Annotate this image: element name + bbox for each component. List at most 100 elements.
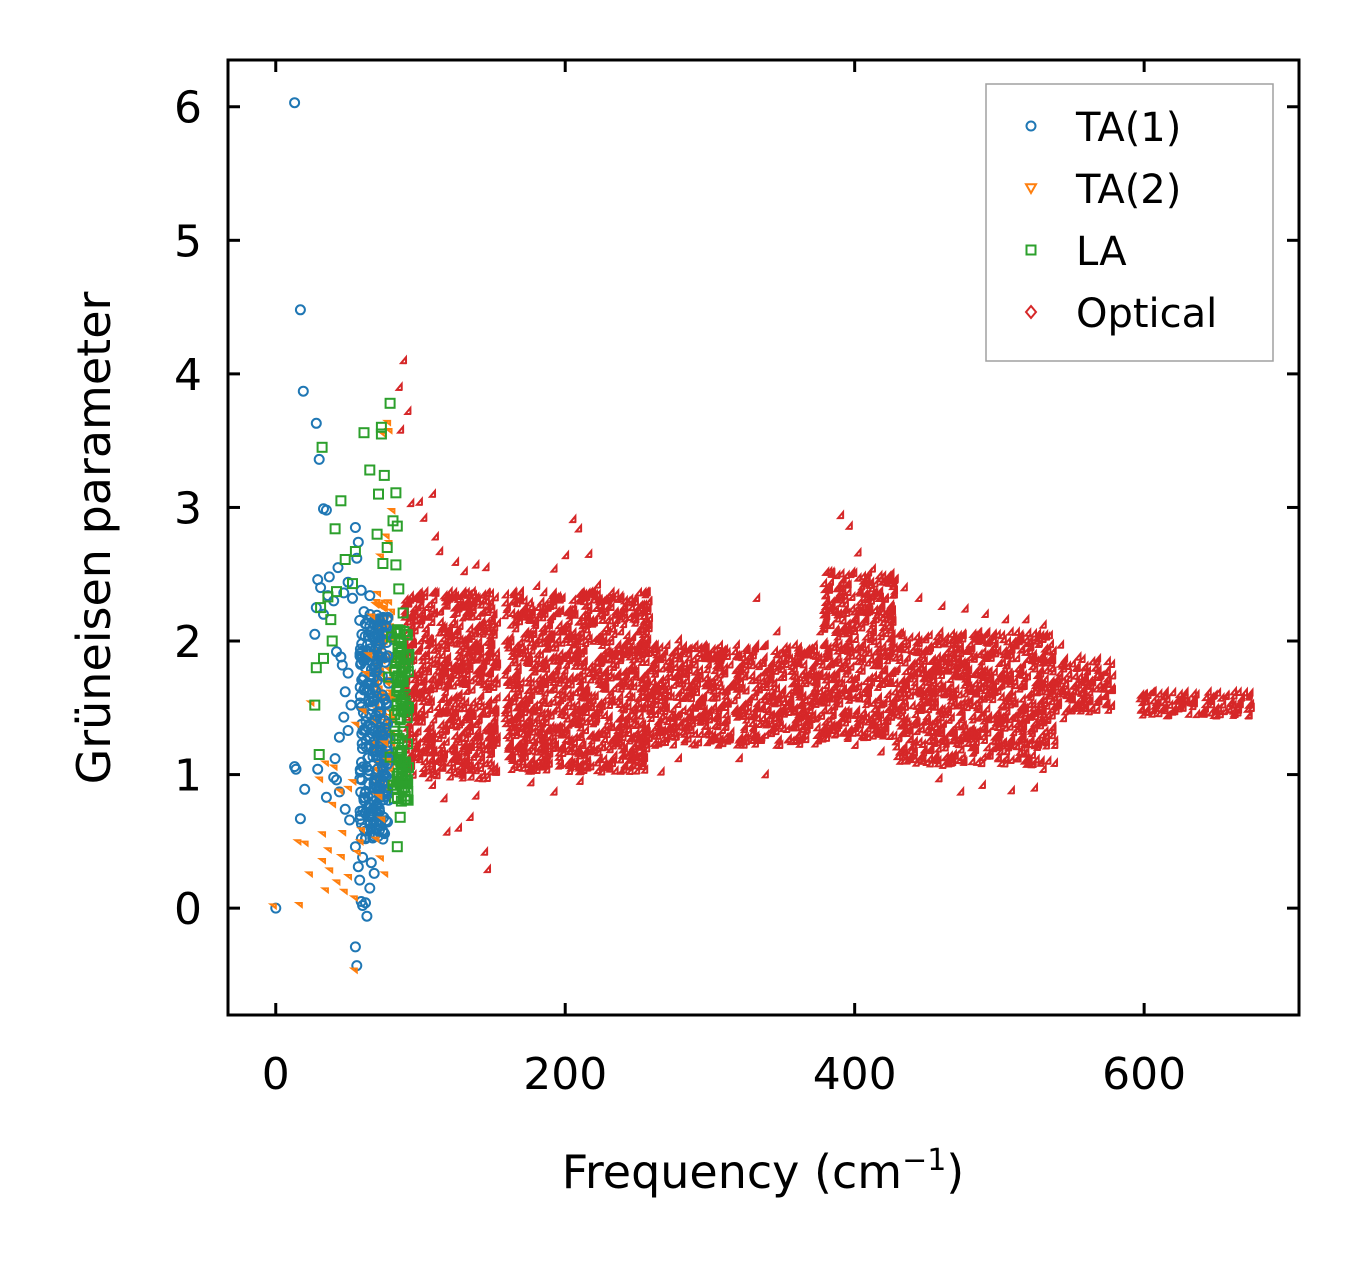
point-optical-19 <box>468 814 473 820</box>
point-optical-fill <box>474 623 479 629</box>
point-optical-fill <box>438 722 443 728</box>
point-optical-8 <box>433 534 438 540</box>
point-optical-fill <box>762 693 767 699</box>
point-ta1-43 <box>341 805 350 814</box>
point-optical-90 <box>552 789 557 795</box>
point-optical-62 <box>1041 622 1046 628</box>
point-ta2-7 <box>326 848 331 852</box>
density-band-optical-2 <box>647 642 825 748</box>
point-optical-44 <box>734 642 739 648</box>
point-optical-fill <box>975 759 980 765</box>
point-la-29 <box>394 584 403 593</box>
point-la-15 <box>360 428 369 437</box>
point-ta2-5 <box>320 859 325 863</box>
point-optical-55 <box>902 584 907 590</box>
point-optical-fill <box>1206 689 1211 695</box>
point-ta2-22 <box>346 787 351 791</box>
point-optical-5 <box>417 499 422 505</box>
point-optical-fill <box>1173 698 1178 704</box>
point-optical-fill <box>671 742 676 748</box>
point-optical-46 <box>774 628 779 634</box>
point-la-21 <box>386 399 395 408</box>
point-optical-fill <box>451 611 456 617</box>
point-optical-fill <box>1025 655 1030 661</box>
point-optical-fill <box>688 704 693 710</box>
point-optical-fill <box>1048 641 1053 647</box>
point-ta2-38 <box>387 429 392 433</box>
point-la-17 <box>374 490 383 499</box>
point-optical-1 <box>397 384 402 390</box>
point-la-12 <box>341 555 350 564</box>
point-optical-85 <box>676 755 681 761</box>
point-optical-fill <box>709 694 714 700</box>
point-optical-fill <box>658 677 663 683</box>
point-optical-fill <box>985 744 990 750</box>
point-optical-fill <box>786 736 791 742</box>
point-optical-fill <box>831 684 836 690</box>
point-la-8 <box>336 496 345 505</box>
point-optical-fill <box>1033 679 1038 685</box>
point-ta2-33 <box>375 592 380 596</box>
point-la-16 <box>365 466 374 475</box>
point-optical-fill <box>997 660 1002 666</box>
point-optical-fill <box>484 725 489 731</box>
point-optical-fill <box>603 668 608 674</box>
point-optical-fill <box>915 728 920 734</box>
point-optical-fill <box>567 647 572 653</box>
x-tick-label: 0 <box>262 1049 290 1100</box>
point-optical-39 <box>618 628 623 634</box>
point-optical-69 <box>1061 715 1066 721</box>
point-optical-33 <box>563 552 568 558</box>
point-ta1-54 <box>365 884 374 893</box>
point-optical-79 <box>853 742 858 748</box>
point-la-2 <box>315 750 324 759</box>
point-optical-fill <box>506 753 511 759</box>
point-optical-fill <box>508 622 513 628</box>
point-optical-0 <box>401 357 406 363</box>
point-optical-fill <box>503 591 508 597</box>
point-ta1-23 <box>357 586 366 595</box>
point-ta1-38 <box>313 765 322 774</box>
point-optical-fill <box>749 672 754 678</box>
point-la-41 <box>393 842 402 851</box>
point-optical-fill <box>577 591 582 597</box>
point-optical-fill <box>737 735 742 741</box>
point-optical-fill <box>1052 760 1057 766</box>
point-optical-57 <box>939 603 944 609</box>
point-optical-fill <box>776 708 781 714</box>
point-optical-fill <box>782 644 787 650</box>
point-optical-fill <box>469 774 474 780</box>
point-optical-fill <box>857 599 862 605</box>
point-optical-fill <box>821 707 826 713</box>
point-optical-78 <box>879 749 884 755</box>
point-ta1-36 <box>300 785 309 794</box>
point-optical-fill <box>609 589 614 595</box>
point-optical-fill <box>1014 629 1019 635</box>
point-optical-72 <box>1032 785 1037 791</box>
point-optical-fill <box>1045 758 1050 764</box>
density-band-optical-4 <box>893 629 1057 768</box>
point-optical-fill <box>1050 724 1055 730</box>
point-ta1-20 <box>351 523 360 532</box>
point-optical-fill <box>832 640 837 646</box>
point-optical-fill <box>579 740 584 746</box>
point-optical-fill <box>557 622 562 628</box>
point-optical-25 <box>430 782 435 788</box>
point-optical-fill <box>1139 706 1144 712</box>
point-optical-fill <box>919 682 924 688</box>
point-optical-89 <box>578 778 583 784</box>
point-optical-fill <box>415 648 420 654</box>
point-optical-fill <box>1087 689 1092 695</box>
point-optical-22 <box>485 866 490 872</box>
point-optical-fill <box>460 729 465 735</box>
point-optical-fill <box>595 767 600 773</box>
density-band-optical-1 <box>502 589 652 775</box>
point-la-23 <box>378 559 387 568</box>
point-optical-fill <box>555 637 560 643</box>
point-ta1-45 <box>351 842 360 851</box>
point-optical-fill <box>732 648 737 654</box>
point-optical-fill <box>570 597 575 603</box>
point-optical-fill <box>853 636 858 642</box>
point-optical-fill <box>728 662 733 668</box>
